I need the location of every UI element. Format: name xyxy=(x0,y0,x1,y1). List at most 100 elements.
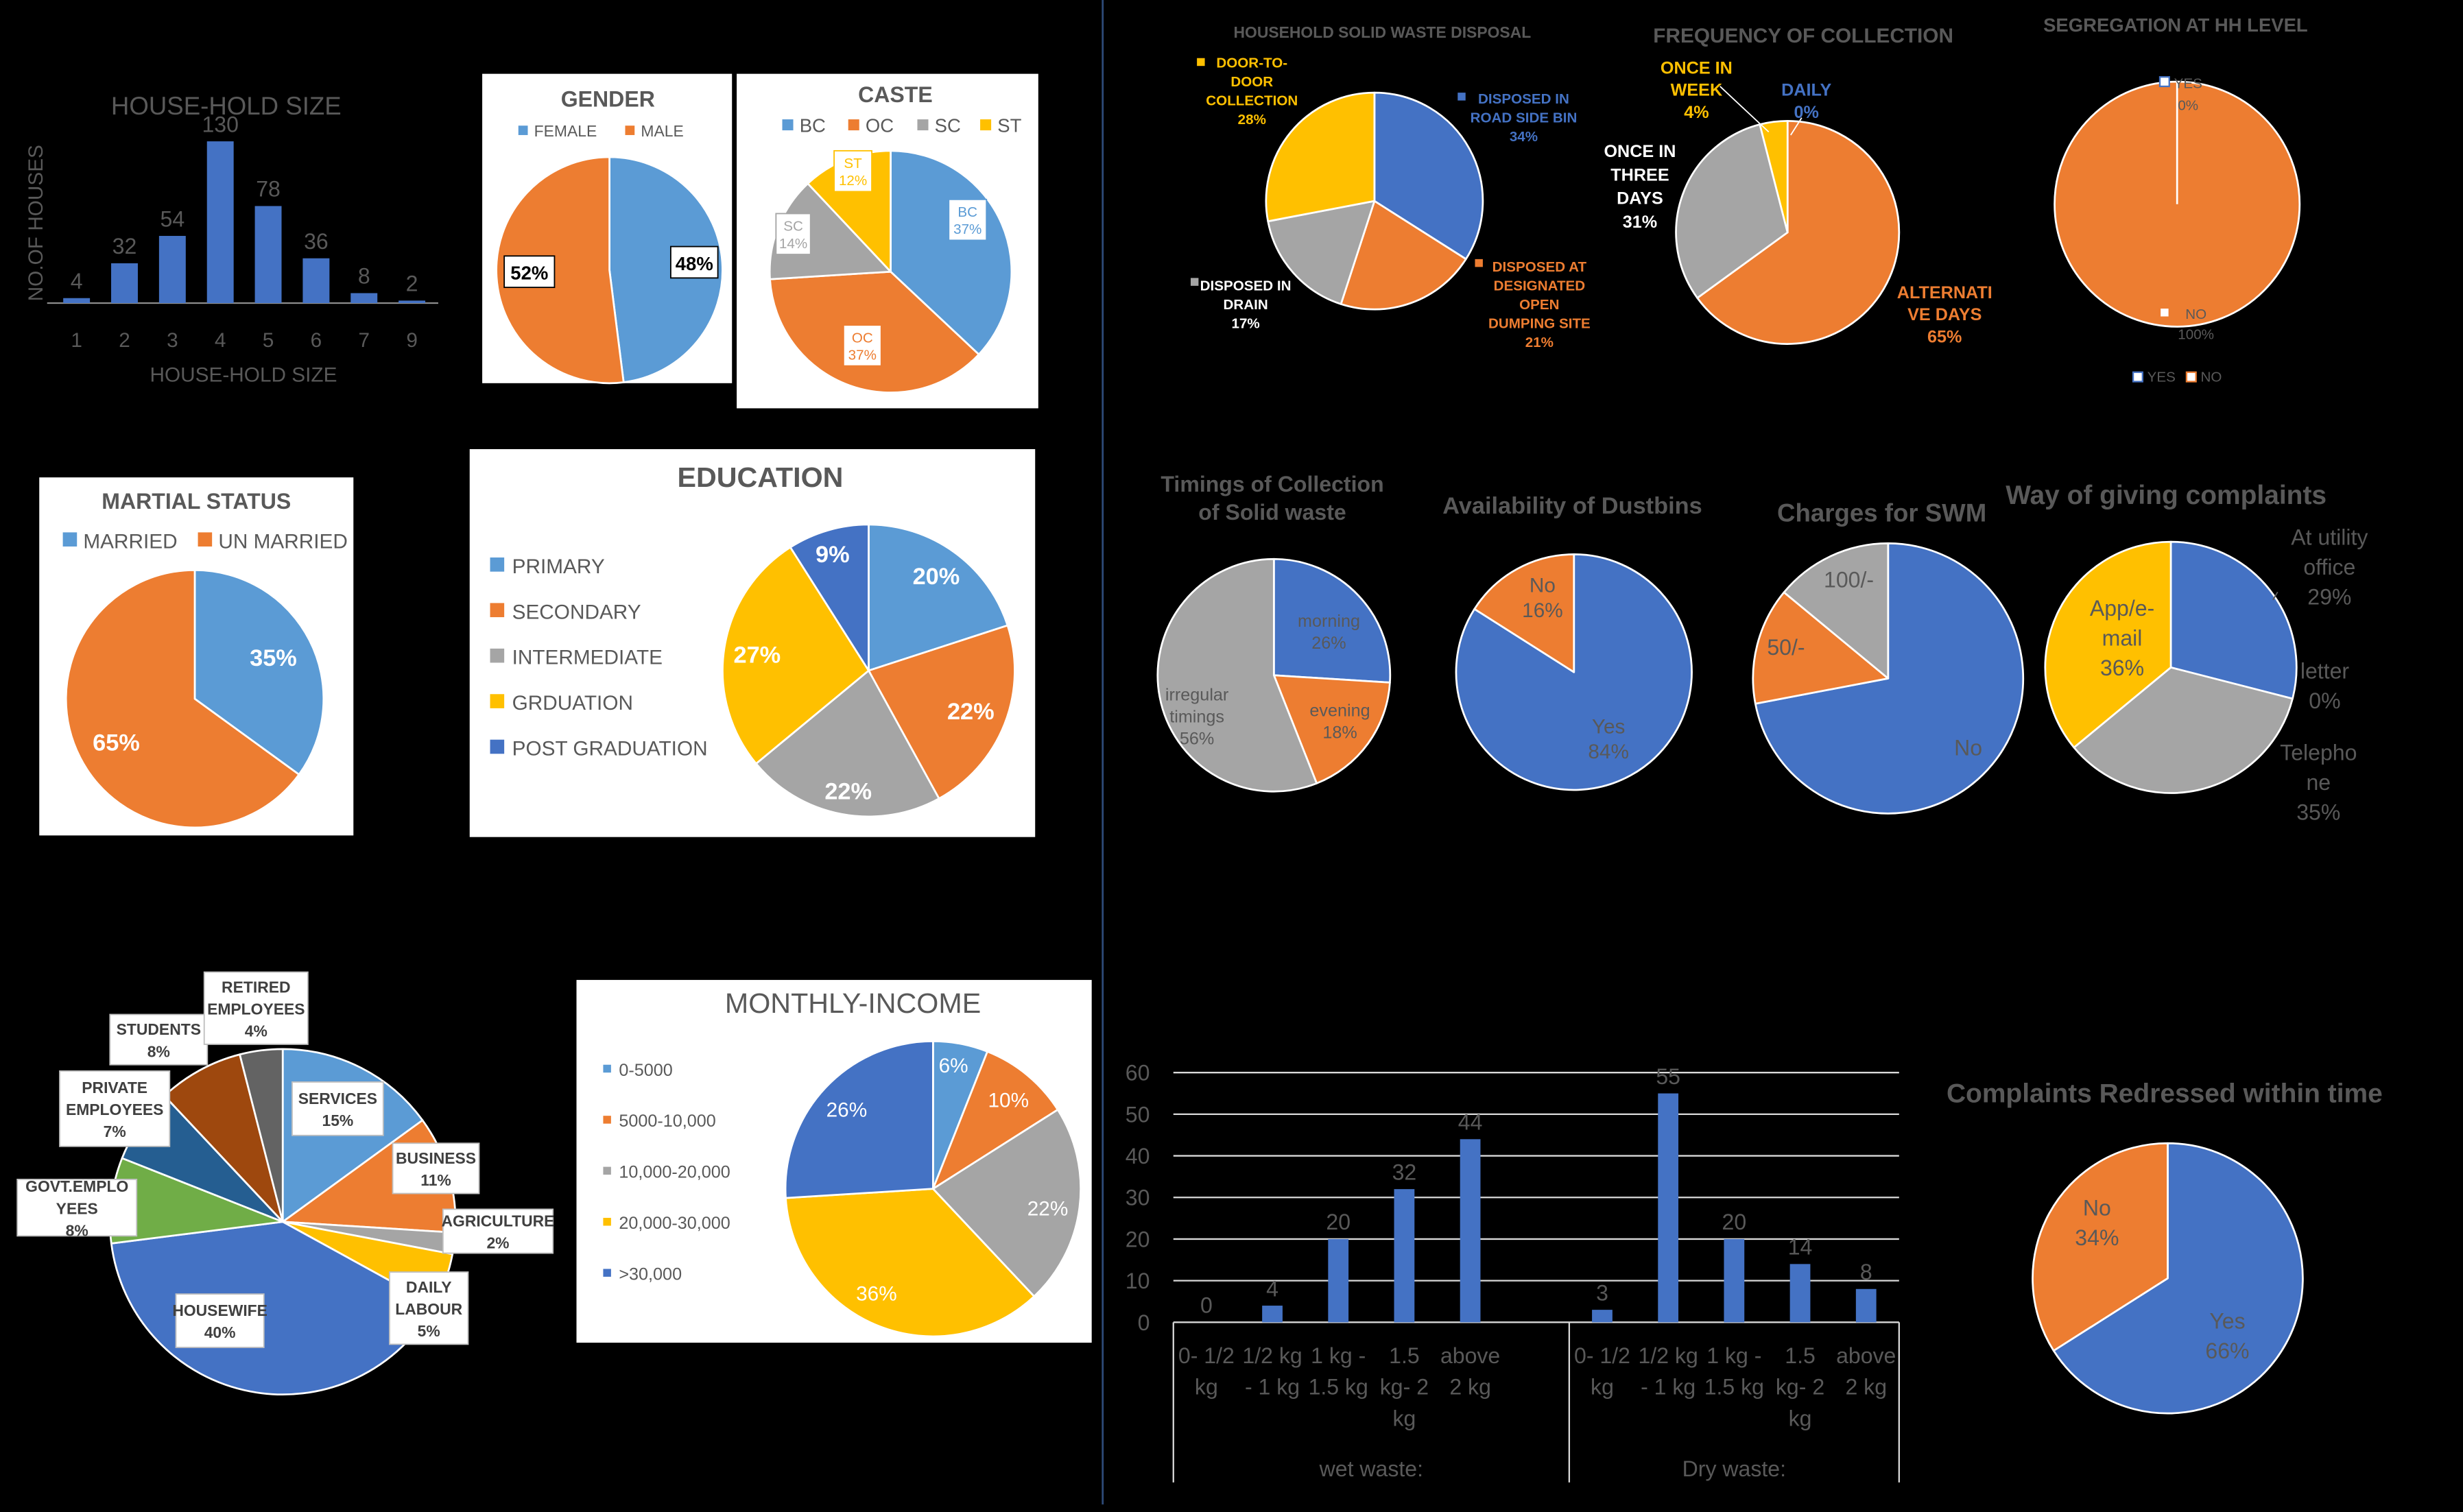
household-size-bar-7 xyxy=(350,293,378,304)
education-legend-grduation-swatch xyxy=(490,694,505,708)
frequency-label-daily-line-2: 0% xyxy=(1794,103,1819,122)
household-size-value-4: 130 xyxy=(202,112,238,136)
education-label-primary: 20% xyxy=(913,564,960,590)
household-size-bar-9 xyxy=(398,300,426,304)
waste-disposal-slice-door-to-door-collection xyxy=(1265,91,1376,223)
complaints-slice-at-utility-office xyxy=(2169,540,2298,700)
frequency-label-week-line-3: 4% xyxy=(1684,103,1709,122)
charges-slice-50 xyxy=(1752,591,1890,705)
timings-label-morning-line-2: 26% xyxy=(1311,634,1346,653)
waste-quantity-category-wet-waste-3-line-2: kg- 2 xyxy=(1380,1375,1429,1400)
education-legend-post-graduation: POST GRADUATION xyxy=(512,738,708,760)
waste-disposal-label-dump-line-3: OPEN xyxy=(1519,297,1559,313)
waste-quantity-bar-wet-waste-2 xyxy=(1328,1238,1349,1323)
waste-quantity-value-wet-waste-4: 44 xyxy=(1458,1110,1483,1135)
segregation-title: SEGREGATION AT HH LEVEL xyxy=(2043,14,2308,36)
redressed-slice-no xyxy=(2032,1142,2169,1352)
charges-label-100: 100/- xyxy=(1824,568,1874,592)
waste-quantity-category-wet-waste-2-line-1: 1 kg - xyxy=(1311,1343,1366,1368)
frequency-title: FREQUENCY OF COLLECTION xyxy=(1653,25,1953,47)
waste-quantity-category-wet-waste-1-line-2: - 1 kg xyxy=(1245,1375,1300,1400)
frequency-label-week-line-2: WEEK xyxy=(1671,81,1723,100)
segregation-legend-no: NO xyxy=(2201,370,2222,385)
gender-label-male: 52% xyxy=(510,263,548,284)
gender-label-box-male xyxy=(503,255,556,289)
charges-label-no: No xyxy=(1954,736,1982,760)
household-size-value-7: 8 xyxy=(358,264,370,289)
waste-disposal-label-road-bin-line-3: 34% xyxy=(1510,129,1538,145)
caste-label-st-line-2: 12% xyxy=(839,173,867,189)
household-size-tick-9: 9 xyxy=(406,329,418,352)
marital-label-married: 35% xyxy=(250,645,297,671)
frequency-leader-week xyxy=(1720,86,1770,133)
income-legend-20-000-30-000: 20,000-30,000 xyxy=(619,1214,730,1233)
income-legend-0-5000: 0-5000 xyxy=(619,1061,672,1080)
redressed-slice-yes xyxy=(2052,1142,2304,1415)
waste-quantity-category-dry-waste-3-line-1: 1.5 xyxy=(1785,1343,1816,1368)
occupation-label-housewife-line-1: HOUSEWIFE xyxy=(172,1301,267,1319)
timings-label-evening-line-1: evening xyxy=(1309,701,1370,720)
complaints-label-telephone-line-1: Telepho xyxy=(2280,740,2357,765)
occupation-label-box-housewife xyxy=(175,1293,265,1348)
marital-legend-married-swatch xyxy=(62,532,78,547)
occupation-label-box-business xyxy=(392,1142,480,1195)
income-legend-5000-10-000: 5000-10,000 xyxy=(619,1112,715,1131)
marital-legend-unmarried-swatch xyxy=(198,532,213,547)
education-legend-grduation: GRDUATION xyxy=(512,692,633,715)
income-slice-30-000 xyxy=(784,1040,934,1199)
waste-quantity-bar-dry-waste-1 xyxy=(1658,1093,1679,1323)
waste-quantity-category-dry-waste-3-line-2: kg- 2 xyxy=(1776,1375,1824,1400)
waste-disposal-label-door-line-3: COLLECTION xyxy=(1206,93,1298,108)
caste-label-sc-line-2: 14% xyxy=(779,236,807,252)
household-size-tick-5: 5 xyxy=(263,329,274,352)
income-legend-5000-10-000-swatch xyxy=(603,1116,611,1124)
education-label-grduation: 27% xyxy=(733,642,781,668)
segregation-legend-yes-swatch xyxy=(2132,371,2143,383)
gender-legend-female-swatch xyxy=(518,125,528,135)
household-size-tick-7: 7 xyxy=(358,329,370,352)
income-slice-20-000-30-000 xyxy=(785,1188,1036,1338)
redressed-label-no-line-1: No xyxy=(2083,1196,2111,1221)
frequency-leader-daily xyxy=(1790,117,1802,136)
waste-quantity-category-dry-waste-1-line-1: 1/2 kg xyxy=(1639,1343,1698,1368)
complaints-leader-office xyxy=(2272,591,2278,601)
timings-title-line-1: Timings of Collection xyxy=(1161,472,1383,496)
complaints-slice-app-e-mail xyxy=(2044,540,2172,749)
charges-slice-no xyxy=(1754,542,2025,815)
occupation-label-retired-employees-line-3: 4% xyxy=(245,1022,267,1040)
household-size-tick-6: 6 xyxy=(311,329,322,352)
income-label-5000-10-000: 10% xyxy=(988,1090,1030,1112)
timings-title-line-2: of Solid waste xyxy=(1198,500,1346,525)
waste-disposal-label-door-line-1: DOOR-TO- xyxy=(1216,55,1287,71)
occupation-label-daily-labour-line-2: LABOUR xyxy=(395,1300,462,1318)
education-slice-primary xyxy=(868,523,1009,672)
education-title: EDUCATION xyxy=(677,461,843,493)
household-size-title: HOUSE-HOLD SIZE xyxy=(111,92,342,120)
waste-quantity-bar-wet-waste-3 xyxy=(1394,1189,1415,1323)
caste-label-bc-line-1: BC xyxy=(957,204,977,220)
occupation-label-private-employees-line-3: 7% xyxy=(104,1123,126,1140)
income-legend-30-000: >30,000 xyxy=(619,1264,682,1284)
timings-label-irregular-line-1: irregular xyxy=(1165,685,1228,704)
charges-label-50: 50/- xyxy=(1767,635,1805,660)
household-size-bar-2 xyxy=(111,263,138,304)
waste-quantity-category-dry-waste-0-line-1: 0- 1/2 xyxy=(1574,1343,1630,1368)
waste-disposal-label-dump-line-4: DUMPING SITE xyxy=(1488,316,1591,332)
waste-quantity-bar-dry-waste-2 xyxy=(1724,1238,1745,1323)
caste-legend-oc-swatch xyxy=(848,119,859,131)
waste-quantity-ytick-30: 30 xyxy=(1126,1186,1150,1210)
education-slice-secondary xyxy=(868,624,1016,800)
caste-title: CASTE xyxy=(858,82,933,107)
charges-slice-100 xyxy=(1783,542,1890,680)
frequency-label-three-days-line-2: THREE xyxy=(1610,165,1669,184)
waste-disposal-dump-marker xyxy=(1475,259,1483,267)
occupation-label-daily-labour-line-1: DAILY xyxy=(406,1278,452,1296)
gender-legend-female: FEMALE xyxy=(534,122,597,140)
household-size-tick-1: 1 xyxy=(71,329,82,352)
occupation-slice-housewife xyxy=(110,1221,436,1395)
marital-legend-unmarried: UN MARRIED xyxy=(218,530,348,553)
income-label-10-000-20-000: 22% xyxy=(1027,1198,1069,1221)
timings-label-evening-line-2: 18% xyxy=(1322,723,1357,742)
caste-label-sc-line-1: SC xyxy=(783,219,803,235)
